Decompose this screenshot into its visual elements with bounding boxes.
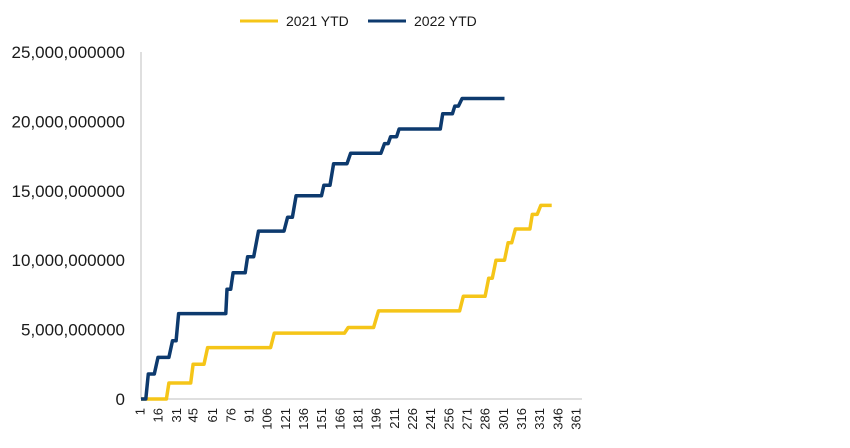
- x-tick-label: 361: [569, 408, 584, 430]
- x-tick-label: 211: [387, 408, 402, 429]
- x-tick-label: 196: [369, 408, 384, 430]
- legend: 2021 YTD 2022 YTD: [240, 13, 477, 29]
- x-tick-label: 271: [460, 408, 475, 430]
- x-tick-label: 181: [351, 408, 366, 430]
- series-lines: [141, 96, 552, 401]
- x-tick-label: 151: [314, 408, 329, 430]
- x-tick-label: 1: [132, 408, 147, 415]
- x-tick-label: 331: [532, 408, 547, 430]
- x-tick-label: 31: [169, 408, 184, 422]
- x-tick-label: 76: [223, 408, 238, 422]
- x-tick-label: 45: [186, 408, 201, 422]
- x-tick-label: 166: [332, 408, 347, 430]
- x-tick-label: 226: [405, 408, 420, 430]
- y-tick-label: 25,000,000000: [12, 43, 125, 62]
- series-line-2021-ytd: [141, 203, 552, 401]
- legend-label-2022: 2022 YTD: [414, 13, 477, 29]
- legend-label-2021: 2021 YTD: [286, 13, 349, 29]
- x-tick-label: 121: [278, 408, 293, 430]
- x-tick-label: 61: [205, 408, 220, 422]
- x-tick-label: 316: [514, 408, 529, 430]
- series-line-2022-ytd: [141, 96, 505, 401]
- y-tick-label: 5,000,000000: [21, 321, 125, 340]
- x-tick-labels: 1 16 31 45 61 76 91 106 121 136 151 166 181 196 211 226…: [132, 408, 583, 430]
- y-tick-label: 0: [116, 390, 125, 409]
- y-tick-labels: 0 5,000,000000 10,000,000000 15,000,000000 2…: [12, 43, 125, 409]
- x-tick-label: 241: [423, 408, 438, 430]
- x-tick-label: 301: [496, 408, 511, 430]
- y-tick-label: 10,000,000000: [12, 251, 125, 270]
- y-tick-label: 15,000,000000: [12, 182, 125, 201]
- x-tick-label: 106: [260, 408, 275, 430]
- x-tick-label: 136: [296, 408, 311, 430]
- x-tick-label: 16: [151, 408, 166, 422]
- y-tick-label: 20,000,000000: [12, 112, 125, 131]
- x-tick-label: 91: [241, 408, 256, 422]
- x-tick-label: 256: [441, 408, 456, 430]
- x-tick-label: 346: [550, 408, 565, 430]
- x-tick-label: 286: [478, 408, 493, 430]
